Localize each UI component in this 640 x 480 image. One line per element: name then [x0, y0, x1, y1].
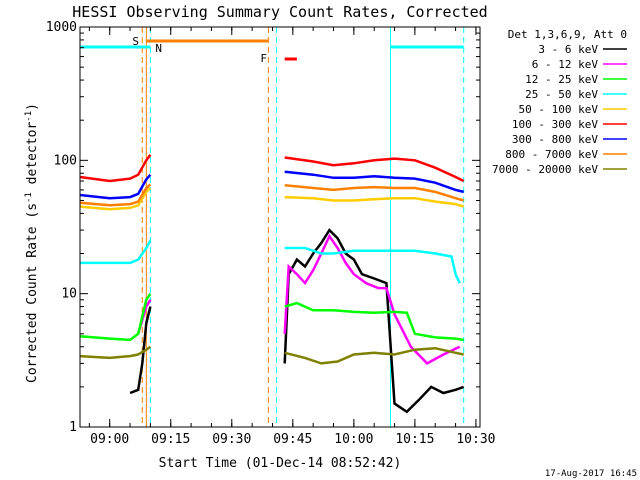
legend-label-7: 800 - 7000 keV	[505, 148, 598, 161]
legend-label-2: 12 - 25 keV	[525, 73, 598, 86]
y-tick-label-1: 10	[61, 287, 77, 302]
saa-label: S	[132, 35, 139, 48]
x-tick-label-4: 10:00	[334, 432, 373, 447]
plot-frame	[79, 26, 481, 428]
series-line-6-1	[284, 170, 464, 194]
chart-title: HESSI Observing Summary Count Rates, Cor…	[72, 3, 487, 21]
series-line-5-0	[79, 154, 152, 183]
y-axis-label: Corrected Count Rate (s-1 detector-1)	[24, 103, 40, 383]
night-label: N	[155, 42, 162, 55]
x-axis-label: Start Time (01-Dec-14 08:52:42)	[159, 456, 402, 471]
series-line-5-1	[284, 156, 465, 183]
x-tick-label-5: 10:15	[395, 432, 434, 447]
series-line-7-1	[284, 184, 465, 202]
y-tick-label-2: 100	[54, 153, 77, 168]
series-line-2-1	[284, 301, 464, 342]
flare-label: F	[260, 52, 267, 65]
x-tick-label-3: 09:45	[273, 432, 312, 447]
legend-label-8: 7000 - 20000 keV	[492, 163, 598, 176]
observing-flags: S N F	[79, 27, 465, 427]
legend-label-6: 300 - 800 keV	[512, 133, 598, 146]
legend-label-3: 25 - 50 keV	[525, 88, 598, 101]
series-line-2-0	[79, 293, 152, 342]
y-tick-label-3: 1000	[46, 20, 77, 35]
x-tick-label-1: 09:15	[151, 432, 190, 447]
series-group	[79, 154, 465, 414]
legend-label-1: 6 - 12 keV	[532, 58, 599, 71]
series-line-8-0	[79, 345, 152, 360]
series-line-3-1	[284, 246, 461, 284]
series-line-4-0	[79, 187, 152, 211]
series-line-6-0	[79, 173, 152, 200]
legend-label-4: 50 - 100 keV	[519, 103, 599, 116]
series-line-3-0	[80, 239, 152, 265]
legend: Det 1,3,6,9, Att 0 3 - 6 keV 6 - 12 keV 12…	[492, 28, 627, 176]
legend-label-5: 100 - 300 keV	[512, 118, 598, 131]
axes: 1 10 100 1000 09:00 09:15 09:30 09:45 10:00 10:15…	[46, 20, 496, 447]
legend-title: Det 1,3,6,9, Att 0	[508, 28, 627, 41]
series-line-0-2	[283, 228, 465, 414]
x-tick-label-2: 09:30	[212, 432, 251, 447]
legend-label-0: 3 - 6 keV	[538, 43, 598, 56]
series-line-8-1	[284, 346, 464, 365]
x-tick-label-0: 09:00	[90, 432, 129, 447]
series-line-7-0	[79, 183, 152, 207]
x-tick-label-6: 10:30	[456, 432, 495, 447]
series-line-4-1	[284, 195, 465, 208]
series-line-0-1	[129, 306, 152, 395]
y-tick-label-0: 1	[69, 420, 77, 435]
timestamp: 17-Aug-2017 16:45	[545, 469, 637, 479]
